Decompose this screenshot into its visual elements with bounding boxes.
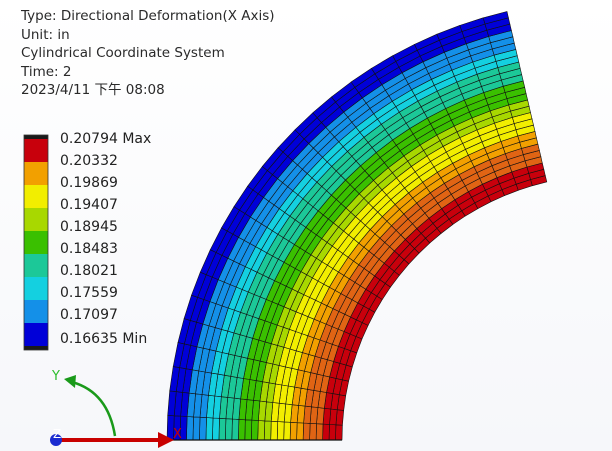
x-axis-arrowhead-icon [158,432,174,448]
legend-label-5: 0.18483 [60,241,118,257]
legend-label-4: 0.18945 [60,219,118,235]
rotation-arrow-icon [71,380,117,437]
legend-label-3: 0.19407 [60,197,118,213]
y-axis-label: Y [51,369,60,384]
legend-label-1: 0.20332 [60,153,118,169]
coordinate-system-text: Cylindrical Coordinate System [21,45,225,61]
mesh-element [482,11,509,25]
mesh-elements [166,11,548,441]
x-axis-label: X [173,427,182,442]
result-unit-text: Unit: in [21,26,70,43]
legend-label-2: 0.19869 [60,175,118,191]
triad-origin-icon [50,434,62,446]
timestamp-text: 2023/4/11 下午 08:08 [21,82,165,98]
legend-label-8: 0.17097 [60,307,118,323]
time-text: Time: 2 [21,63,72,80]
legend-label-0: 0.20794 Max [60,131,152,147]
rotation-arrowhead-icon [64,375,76,388]
legend-label-7: 0.17559 [60,285,118,301]
legend-label-6: 0.18021 [60,263,118,279]
result-info-block: Type: Directional Deformation(X Axis) Un… [21,7,275,100]
z-axis-label: Z [53,427,61,441]
result-type-text: Type: Directional Deformation(X Axis) [21,8,275,24]
legend-label-9: 0.16635 Min [60,331,148,347]
